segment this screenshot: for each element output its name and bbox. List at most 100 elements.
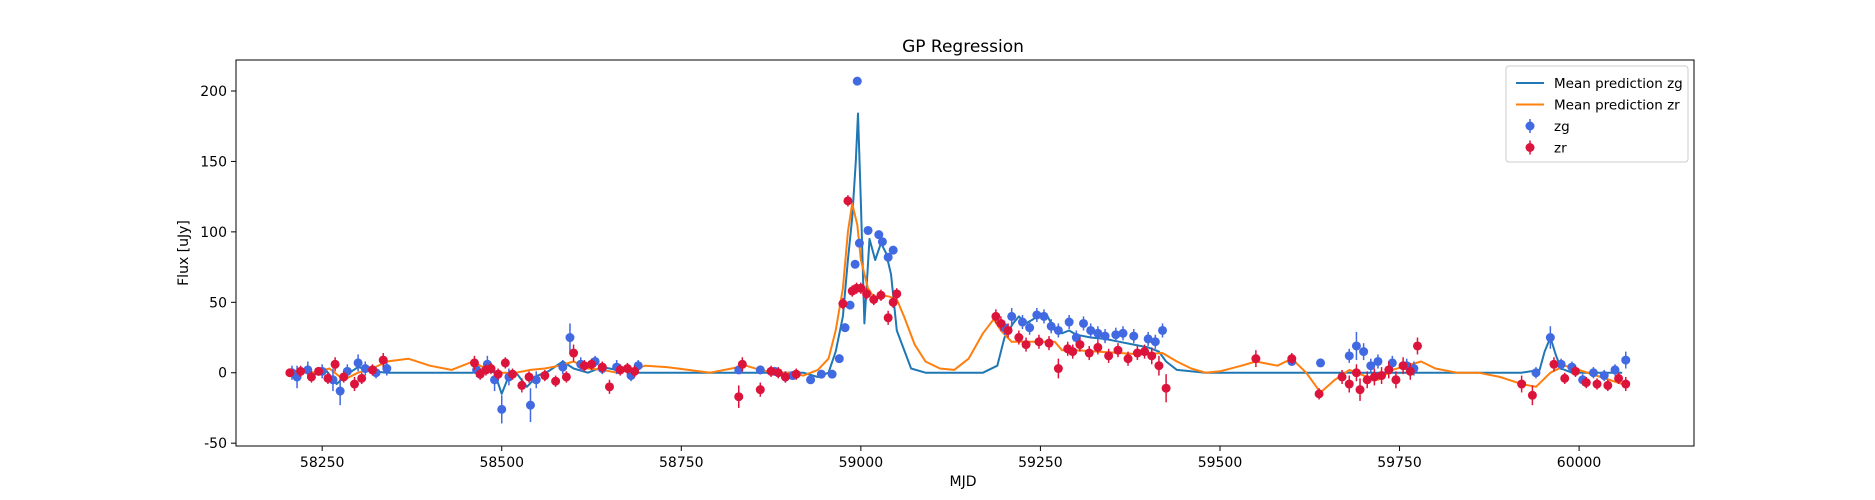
y-tick-label: 200 (200, 84, 227, 100)
data-point-zr (587, 359, 597, 369)
data-point-zr (1084, 348, 1094, 358)
data-point-zr (1603, 380, 1613, 390)
data-point-zr (323, 373, 333, 383)
data-point-zr (1003, 325, 1013, 335)
data-point-zg (1071, 333, 1081, 343)
data-point-zg (877, 237, 887, 247)
data-point-zg (497, 404, 507, 414)
data-point-zr (604, 382, 614, 392)
data-point-zr (1344, 379, 1354, 389)
data-point-zr (791, 369, 801, 379)
y-tick-label: 150 (200, 154, 227, 170)
data-point-zg (1556, 359, 1566, 369)
data-point-zr (630, 366, 640, 376)
data-point-zr (493, 369, 503, 379)
data-point-zg (1025, 323, 1035, 333)
legend-label: zr (1554, 141, 1567, 157)
data-point-zg (1143, 334, 1153, 344)
data-point-zr (597, 362, 607, 372)
x-tick-label: 59250 (1018, 455, 1063, 471)
data-point-zg (353, 358, 363, 368)
data-point-zr (330, 359, 340, 369)
data-point-zg (883, 252, 893, 262)
data-point-zr (1560, 373, 1570, 383)
data-point-zg (1111, 330, 1121, 340)
data-point-zr (1140, 347, 1150, 357)
legend-label: zg (1554, 119, 1570, 135)
legend-marker-swatch (1525, 143, 1535, 152)
y-tick-label: 50 (209, 295, 227, 311)
data-point-zg (850, 259, 860, 269)
data-point-zr (755, 385, 765, 395)
data-point-zr (1570, 366, 1580, 376)
data-point-zg (1118, 328, 1128, 338)
data-point-zr (1104, 351, 1114, 361)
y-tick-label: 100 (200, 225, 227, 241)
data-point-zg (335, 386, 345, 396)
data-point-zg (525, 400, 535, 410)
x-tick-label: 58250 (300, 455, 345, 471)
data-point-zg (1359, 347, 1369, 357)
series-line-1 (286, 112, 1623, 395)
data-point-zg (888, 245, 898, 255)
data-point-zg (852, 76, 862, 86)
data-point-zr (1014, 333, 1024, 343)
data-point-zg (360, 364, 370, 374)
data-point-zr (1405, 366, 1415, 376)
data-point-zr (838, 299, 848, 309)
x-tick-label: 59750 (1377, 455, 1422, 471)
data-point-zg (565, 333, 575, 343)
data-point-zg (854, 238, 864, 248)
data-point-zr (1123, 354, 1133, 364)
data-point-zg (1599, 371, 1609, 381)
data-point-zr (1068, 347, 1078, 357)
data-point-zr (306, 372, 316, 382)
legend-label: Mean prediction zg (1554, 76, 1683, 92)
data-point-zg (1032, 310, 1042, 320)
data-point-zr (1621, 379, 1631, 389)
x-tick-label: 58500 (479, 455, 524, 471)
data-point-zg (1150, 337, 1160, 347)
data-point-zr (579, 361, 589, 371)
data-point-zg (1373, 356, 1383, 366)
data-point-zg (816, 369, 826, 379)
data-point-zg (827, 369, 837, 379)
data-point-zr (780, 372, 790, 382)
x-tick-label: 60000 (1557, 455, 1602, 471)
data-point-zr (1384, 365, 1394, 375)
data-point-zg (531, 375, 541, 385)
data-point-zr (996, 318, 1006, 328)
data-point-zr (1549, 359, 1559, 369)
y-tick-label: -50 (204, 436, 227, 452)
data-point-zg (1079, 318, 1089, 328)
data-point-zr (486, 364, 496, 374)
data-point-zg (1366, 361, 1376, 371)
data-point-zr (1391, 375, 1401, 385)
data-point-zr (1581, 378, 1591, 388)
data-point-zg (1093, 328, 1103, 338)
data-point-zr (551, 376, 561, 386)
data-point-zr (314, 366, 324, 376)
data-point-zg (1039, 311, 1049, 321)
legend: Mean prediction zg Mean prediction zr zg zr (1505, 65, 1689, 163)
data-point-zg (558, 362, 568, 372)
data-point-zr (1362, 375, 1372, 385)
data-point-zr (1377, 371, 1387, 381)
data-point-zr (876, 290, 886, 300)
x-tick-label: 58750 (659, 455, 704, 471)
data-point-zg (1316, 358, 1326, 368)
y-axis-label: Flux [uJy] (176, 220, 192, 286)
data-point-zr (367, 365, 377, 375)
data-point-zr (350, 379, 360, 389)
data-point-zg (1588, 368, 1598, 378)
data-point-zg (382, 364, 392, 374)
data-point-zg (834, 354, 844, 364)
data-point-zr (517, 380, 527, 390)
data-point-zr (1053, 364, 1063, 374)
data-point-zg (1064, 317, 1074, 327)
data-point-zr (856, 283, 866, 293)
data-point-zg (1531, 368, 1541, 378)
data-point-zr (469, 358, 479, 368)
data-point-zr (1034, 337, 1044, 347)
data-point-zr (339, 372, 349, 382)
